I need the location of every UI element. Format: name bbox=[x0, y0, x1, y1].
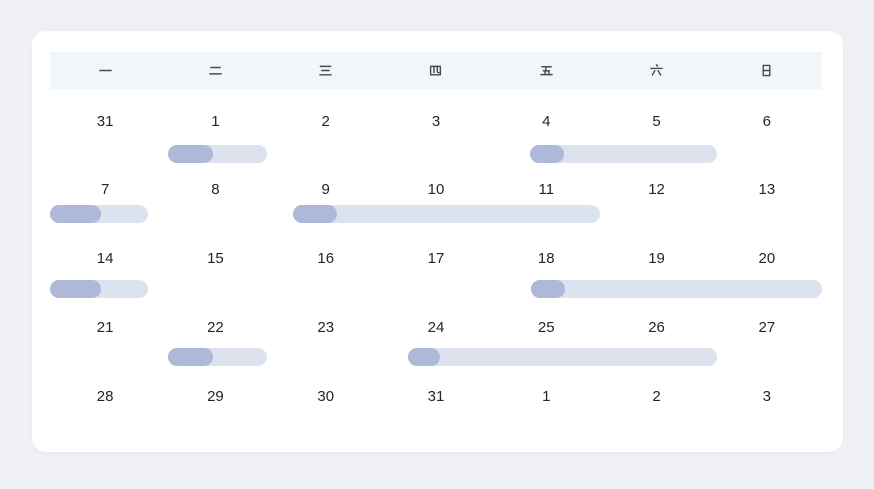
day-cell[interactable]: 5 bbox=[652, 113, 661, 130]
week-row-1: 31 1 2 3 4 5 6 bbox=[50, 112, 822, 132]
weekday-label-4 bbox=[381, 63, 491, 78]
day-cell[interactable]: 1 bbox=[211, 113, 220, 130]
event-bar-progress bbox=[168, 348, 213, 366]
day-cell[interactable]: 12 bbox=[648, 181, 665, 198]
weekday-label-1 bbox=[50, 63, 160, 78]
event-bar[interactable] bbox=[408, 348, 717, 366]
day-cell[interactable]: 2 bbox=[652, 388, 661, 405]
event-bar[interactable] bbox=[50, 205, 148, 223]
day-cell[interactable]: 28 bbox=[96, 388, 114, 405]
week-row-2: 7 8 9 10 11 12 13 bbox=[50, 180, 822, 200]
day-cell[interactable]: 21 bbox=[96, 319, 114, 336]
day-cell[interactable]: 14 bbox=[96, 250, 114, 267]
day-cell[interactable]: 1 bbox=[542, 388, 551, 405]
day-cell[interactable]: 31 bbox=[427, 388, 445, 405]
event-bar-progress bbox=[50, 205, 101, 223]
weekday-glyph-icon bbox=[539, 66, 553, 76]
day-cell[interactable]: 7 bbox=[100, 181, 110, 198]
day-cell[interactable]: 20 bbox=[758, 250, 776, 267]
weekday-glyph-icon bbox=[98, 69, 112, 72]
calendar-card: 31 1 2 3 4 5 6 7 8 9 10 11 12 13 14 15 16 17 18 19 20 21 22 23 2… bbox=[32, 31, 843, 452]
day-cell[interactable]: 17 bbox=[427, 250, 445, 267]
event-bar-progress bbox=[293, 205, 337, 223]
weekday-label-3 bbox=[271, 63, 381, 78]
weekday-glyph-icon bbox=[209, 66, 222, 75]
day-cell[interactable]: 2 bbox=[321, 113, 330, 130]
day-cell[interactable]: 8 bbox=[211, 181, 220, 198]
week-row-4: 21 22 23 24 25 26 27 bbox=[50, 318, 822, 338]
event-bar[interactable] bbox=[168, 145, 267, 163]
weekday-label-6 bbox=[601, 63, 711, 78]
day-cell[interactable]: 23 bbox=[317, 319, 335, 336]
day-cell[interactable]: 29 bbox=[207, 388, 224, 405]
event-bar-progress bbox=[168, 145, 213, 163]
day-cell[interactable]: 10 bbox=[427, 181, 445, 198]
event-bar[interactable] bbox=[531, 280, 822, 298]
day-cell[interactable]: 19 bbox=[648, 250, 665, 267]
event-bar-progress bbox=[408, 348, 440, 366]
week-row-3: 14 15 16 17 18 19 20 bbox=[50, 249, 822, 269]
day-cell[interactable]: 24 bbox=[427, 319, 445, 336]
day-cell[interactable]: 3 bbox=[431, 113, 441, 130]
day-cell[interactable]: 16 bbox=[317, 250, 335, 267]
event-bar-progress bbox=[50, 280, 101, 298]
day-cell[interactable]: 30 bbox=[317, 388, 335, 405]
week-row-5: 28 29 30 31 1 2 3 bbox=[50, 387, 822, 407]
weekday-label-7 bbox=[712, 63, 822, 78]
day-cell[interactable]: 18 bbox=[537, 250, 555, 267]
event-bar[interactable] bbox=[293, 205, 600, 223]
weekday-label-5 bbox=[491, 63, 601, 78]
day-cell[interactable]: 3 bbox=[762, 388, 771, 405]
weekday-label-2 bbox=[160, 63, 270, 78]
weekday-header-row bbox=[50, 52, 822, 89]
day-cell[interactable]: 11 bbox=[538, 181, 555, 198]
event-bar-progress bbox=[530, 145, 564, 163]
day-cell[interactable]: 26 bbox=[648, 319, 665, 336]
day-cell[interactable]: 9 bbox=[321, 181, 330, 198]
day-cell[interactable]: 31 bbox=[96, 113, 114, 130]
event-bar[interactable] bbox=[168, 348, 267, 366]
day-cell[interactable]: 22 bbox=[207, 319, 224, 336]
day-cell[interactable]: 13 bbox=[758, 181, 776, 198]
weekday-glyph-icon bbox=[319, 65, 333, 76]
weekday-glyph-icon bbox=[430, 65, 442, 76]
day-cell[interactable]: 4 bbox=[542, 113, 551, 130]
event-bar-progress bbox=[531, 280, 565, 298]
day-cell[interactable]: 27 bbox=[758, 319, 776, 336]
weekday-glyph-icon bbox=[650, 64, 663, 76]
event-bar[interactable] bbox=[50, 280, 148, 298]
day-cell[interactable]: 6 bbox=[762, 113, 771, 130]
day-cell[interactable]: 15 bbox=[207, 250, 224, 267]
event-bar[interactable] bbox=[530, 145, 717, 163]
day-cell[interactable]: 25 bbox=[537, 319, 555, 336]
weekday-glyph-icon bbox=[762, 64, 771, 77]
